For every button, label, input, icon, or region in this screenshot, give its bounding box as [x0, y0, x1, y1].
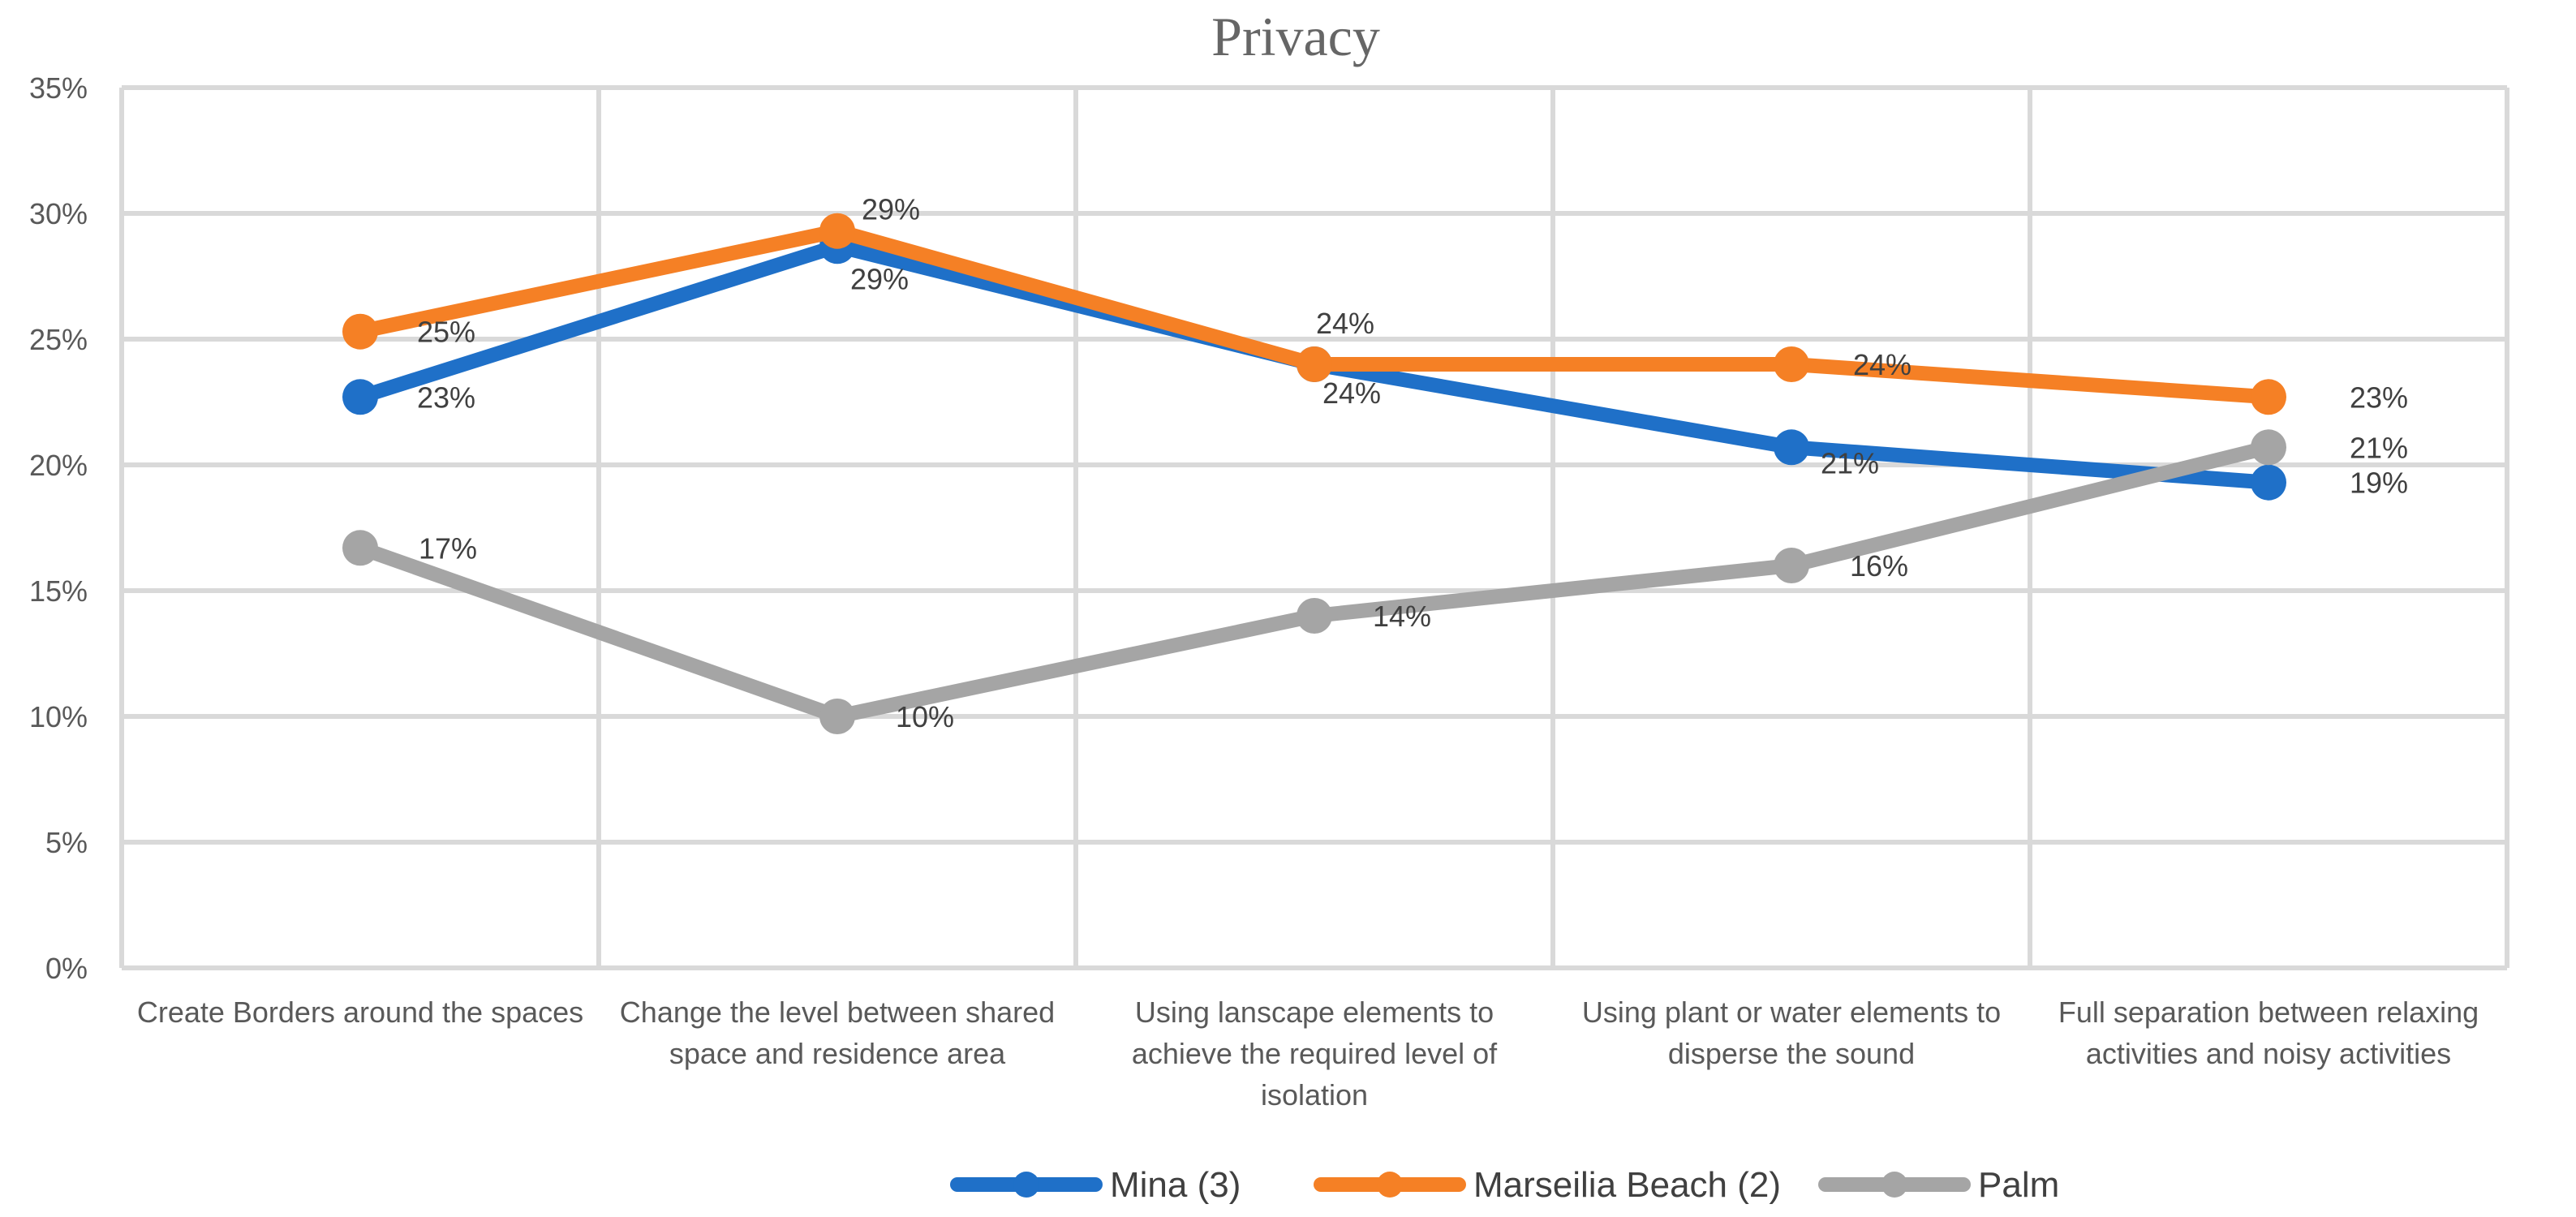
legend-marker — [1881, 1172, 1907, 1198]
legend-label: Mina (3) — [1110, 1165, 1241, 1205]
x-tick-label: Using plant or water elements to disperse… — [1582, 996, 2001, 1070]
data-point[interactable] — [342, 379, 378, 415]
data-label: 19% — [2350, 467, 2408, 500]
data-point[interactable] — [1774, 429, 1809, 466]
x-tick-label: Using lanscape elements to achieve the re… — [1132, 996, 1498, 1112]
legend-entry[interactable]: Mina (3) — [950, 1165, 1241, 1205]
legend-marker — [1013, 1172, 1039, 1198]
series-line — [353, 440, 2276, 724]
data-label: 10% — [896, 700, 954, 733]
legend-marker — [1377, 1172, 1403, 1198]
series-layer — [342, 213, 2286, 734]
data-label: 14% — [1373, 600, 1431, 633]
legend-label: Palm — [1978, 1165, 2059, 1205]
y-tick-label: 35% — [29, 71, 88, 105]
data-point[interactable] — [1297, 346, 1332, 382]
data-point[interactable] — [819, 699, 855, 734]
y-axis: 0% 5% 10% 15% 20% 25% 30% 35% — [29, 71, 88, 985]
data-point[interactable] — [1774, 548, 1809, 583]
data-point[interactable] — [819, 213, 855, 249]
y-tick-label: 25% — [29, 323, 88, 356]
x-tick-label: Create Borders around the spaces — [137, 996, 583, 1029]
data-point[interactable] — [342, 530, 378, 566]
x-tick-label: Full separation between relaxing activiti… — [2058, 996, 2479, 1070]
data-labels: 23%29%24%21%19%25%29%24%24%23%17%10%14%1… — [417, 193, 2408, 733]
y-tick-label: 0% — [45, 952, 88, 985]
y-tick-label: 5% — [45, 826, 88, 859]
y-tick-label: 10% — [29, 700, 88, 733]
legend[interactable]: Mina (3) Marseilia Beach (2) Palm — [950, 1165, 2059, 1205]
data-point[interactable] — [2251, 379, 2286, 415]
data-label: 21% — [1821, 446, 1879, 479]
data-label: 21% — [2350, 431, 2408, 464]
data-label: 23% — [417, 381, 475, 414]
chart-title: Privacy — [1211, 6, 1380, 67]
x-tick-label: Change the level between shared space and… — [620, 996, 1055, 1070]
data-point[interactable] — [2251, 464, 2286, 501]
data-point[interactable] — [1774, 346, 1809, 382]
series-palm — [342, 429, 2286, 734]
y-tick-label: 20% — [29, 449, 88, 482]
y-tick-label: 30% — [29, 197, 88, 230]
data-label: 23% — [2350, 381, 2408, 414]
data-point[interactable] — [1297, 598, 1332, 634]
series-marseilia-beach-2 — [342, 213, 2286, 415]
x-axis: Create Borders around the spaces Change t… — [137, 996, 2479, 1112]
data-label: 29% — [862, 193, 920, 226]
y-tick-label: 15% — [29, 574, 88, 608]
data-label: 29% — [850, 262, 909, 295]
data-label: 24% — [1853, 348, 1912, 381]
grid-layer — [119, 85, 2509, 970]
legend-entry[interactable]: Marseilia Beach (2) — [1314, 1165, 1781, 1205]
data-label: 24% — [1316, 307, 1374, 340]
data-point[interactable] — [2251, 429, 2286, 466]
data-label: 17% — [419, 531, 477, 565]
data-point[interactable] — [342, 313, 378, 350]
data-label: 16% — [1850, 549, 1908, 583]
legend-label: Marseilia Beach (2) — [1473, 1165, 1781, 1205]
data-label: 24% — [1322, 376, 1381, 410]
legend-entry[interactable]: Palm — [1818, 1165, 2059, 1205]
data-label: 25% — [417, 316, 475, 349]
